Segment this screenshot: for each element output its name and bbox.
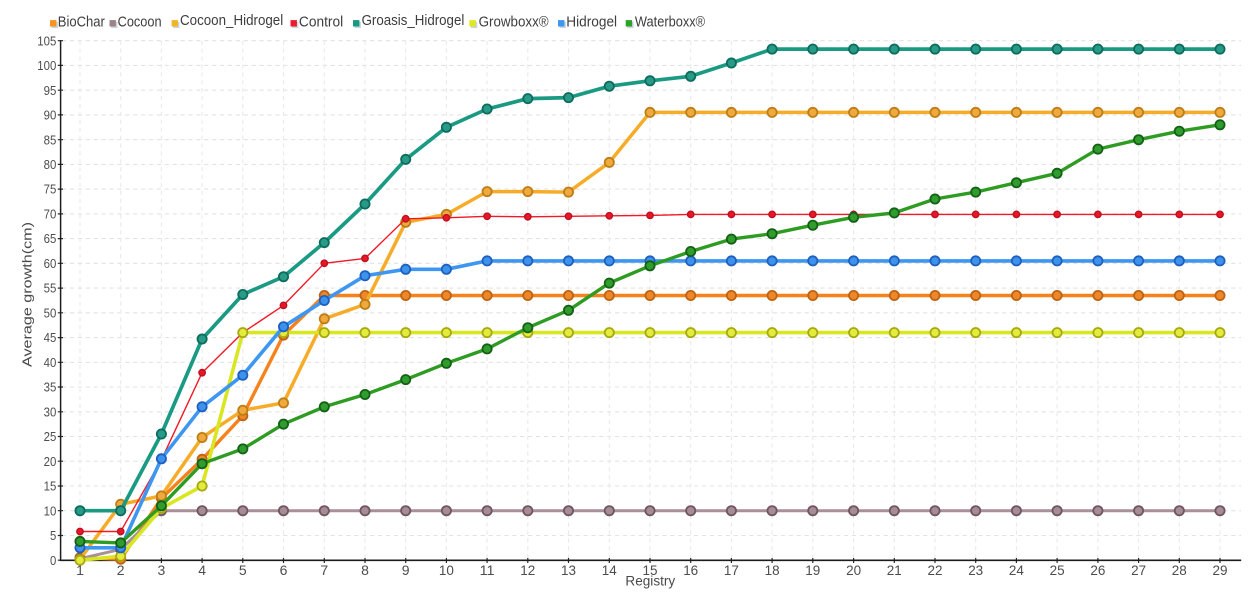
svg-text:27: 27 (1131, 562, 1146, 578)
svg-text:Registry: Registry (625, 574, 675, 589)
svg-text:95: 95 (44, 83, 57, 98)
svg-text:5: 5 (50, 528, 56, 543)
svg-text:Groasis_Hidrogel: Groasis_Hidrogel (362, 12, 465, 29)
svg-text:7: 7 (320, 562, 328, 578)
svg-text:8: 8 (361, 562, 369, 578)
svg-text:5: 5 (239, 562, 247, 578)
svg-text:16: 16 (683, 562, 698, 578)
svg-text:24: 24 (1009, 562, 1024, 578)
svg-text:6: 6 (280, 562, 288, 578)
svg-text:Cocoon_Hidrogel: Cocoon_Hidrogel (180, 12, 283, 29)
svg-text:35: 35 (44, 380, 57, 395)
svg-text:90: 90 (44, 108, 57, 123)
svg-text:12: 12 (520, 562, 535, 578)
svg-text:21: 21 (887, 562, 902, 578)
svg-text:65: 65 (44, 231, 57, 246)
svg-text:25: 25 (44, 429, 57, 444)
svg-text:Control: Control (299, 14, 343, 31)
svg-text:26: 26 (1090, 562, 1105, 578)
svg-text:20: 20 (44, 454, 57, 469)
svg-text:50: 50 (44, 305, 57, 320)
svg-text:3: 3 (158, 562, 166, 578)
svg-text:0: 0 (50, 553, 56, 568)
svg-text:100: 100 (37, 58, 56, 73)
svg-text:4: 4 (198, 562, 206, 578)
svg-text:22: 22 (928, 562, 943, 578)
svg-text:23: 23 (968, 562, 983, 578)
svg-text:BioChar: BioChar (58, 14, 105, 31)
svg-text:29: 29 (1213, 562, 1228, 578)
svg-text:Hidrogel: Hidrogel (566, 14, 617, 31)
svg-text:14: 14 (602, 562, 617, 578)
svg-text:75: 75 (44, 182, 57, 197)
svg-text:25: 25 (1050, 562, 1065, 578)
svg-text:15: 15 (44, 479, 57, 494)
svg-text:70: 70 (44, 207, 57, 222)
svg-text:Waterboxx®: Waterboxx® (635, 14, 705, 31)
svg-text:2: 2 (117, 562, 125, 578)
svg-text:13: 13 (561, 562, 576, 578)
svg-text:11: 11 (480, 562, 495, 578)
svg-text:15: 15 (643, 562, 658, 578)
svg-text:105: 105 (37, 33, 56, 48)
svg-text:80: 80 (44, 157, 57, 172)
svg-text:19: 19 (805, 562, 820, 578)
svg-text:30: 30 (44, 404, 57, 419)
svg-text:Average growth(cm): Average growth(cm) (21, 222, 35, 367)
svg-text:55: 55 (44, 281, 57, 296)
svg-text:40: 40 (44, 355, 57, 370)
svg-text:1: 1 (76, 562, 84, 578)
svg-text:10: 10 (44, 503, 57, 518)
svg-text:9: 9 (402, 562, 410, 578)
svg-text:Growboxx®: Growboxx® (479, 14, 549, 31)
svg-text:17: 17 (724, 562, 739, 578)
svg-text:10: 10 (439, 562, 454, 578)
svg-text:18: 18 (765, 562, 780, 578)
svg-text:85: 85 (44, 132, 57, 147)
svg-text:45: 45 (44, 330, 57, 345)
svg-text:28: 28 (1172, 562, 1187, 578)
svg-text:20: 20 (846, 562, 861, 578)
svg-text:60: 60 (44, 256, 57, 271)
svg-text:Cocoon: Cocoon (118, 14, 162, 31)
